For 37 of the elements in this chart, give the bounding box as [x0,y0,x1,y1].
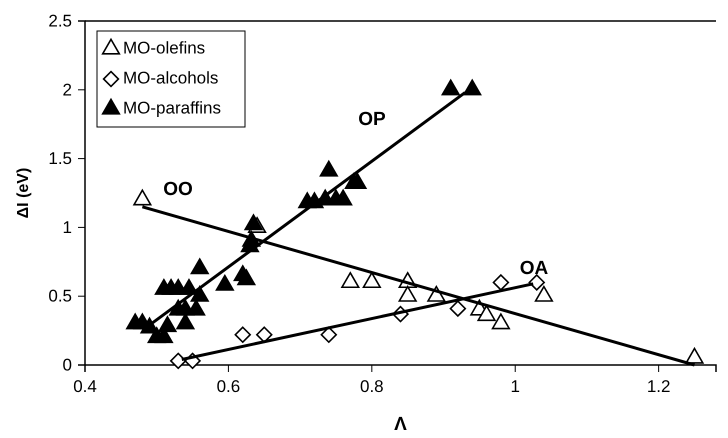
legend-label: MO-paraffins [123,98,221,118]
x-tick-label: 1 [510,377,520,396]
annotation: OO [163,179,193,200]
annotation: OP [358,109,386,130]
point [244,214,263,230]
legend-label: MO-olefins [123,38,206,58]
point [158,316,177,332]
annotation: OA [520,258,549,280]
point [190,286,209,302]
x-tick-label: 1.2 [646,377,670,396]
x-tick-label: 0.6 [216,377,240,396]
point [362,272,381,288]
point [133,189,152,206]
point [534,286,554,302]
y-tick-label: 0 [62,355,72,374]
point [320,160,338,177]
y-tick-label: 2 [62,80,72,100]
point [237,269,256,286]
point [187,300,206,316]
x-tick-label: 0.8 [360,377,384,396]
y-axis-title: ΔI (eV) [15,168,32,218]
point [190,258,209,274]
point [492,313,510,330]
x-tick-label: 0.4 [73,377,97,396]
y-tick-label: 2.5 [48,11,72,30]
point [442,79,460,96]
y-tick-label: 1.5 [48,149,72,168]
point [463,79,482,96]
point [398,286,417,302]
legend-label: MO-alcohols [123,68,218,88]
point [685,348,704,364]
y-tick-label: 1 [62,218,72,237]
point [341,272,360,288]
y-tick-label: 0.5 [48,286,72,306]
point [477,305,496,322]
x-axis-title: Λ [394,414,408,435]
point [216,274,234,291]
